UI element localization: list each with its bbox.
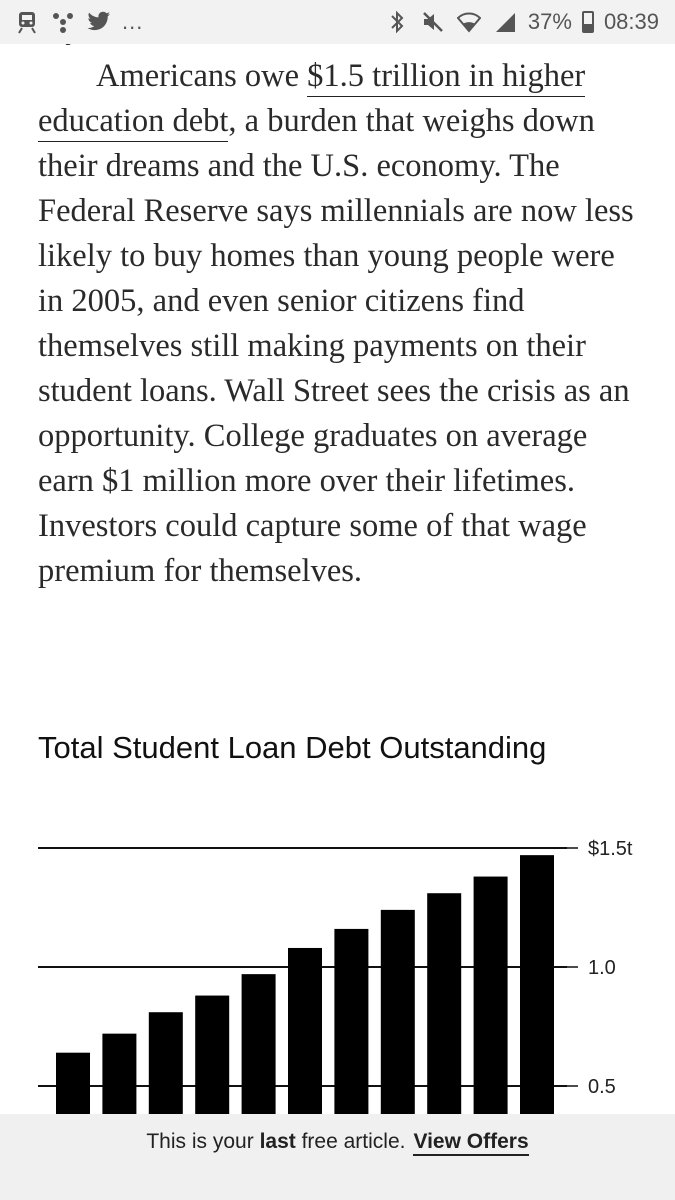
more-notifications: ...	[122, 9, 144, 34]
chart-bar	[427, 893, 462, 1130]
chart-bar	[148, 1012, 183, 1130]
chart-bar	[473, 876, 508, 1130]
chart-bar	[520, 855, 554, 1130]
debt-link[interactable]: $1.5 trillion in higher education debt	[38, 58, 586, 142]
article-paragraph: Americans owe $1.5 trillion in higher ed…	[38, 54, 648, 594]
status-right: 37% 08:39	[384, 9, 675, 35]
view-offers-link[interactable]: View Offers	[413, 1130, 529, 1156]
battery-icon	[581, 11, 594, 33]
clock: 08:39	[603, 9, 659, 34]
battery-percent: 37%	[527, 9, 572, 34]
paragraph-prefix: Americans owe	[96, 58, 308, 94]
chart-bar	[241, 974, 276, 1130]
twitter-icon	[86, 9, 112, 35]
mute-icon	[420, 9, 446, 35]
pinwheel-icon	[50, 9, 76, 35]
chart-bar	[195, 995, 230, 1130]
y-tick-label: $1.5t	[588, 838, 633, 860]
chart-bar	[102, 1033, 137, 1130]
student-debt-chart: $1.5t 1.0 0.5	[38, 838, 633, 1130]
train-icon	[14, 9, 40, 35]
y-tick-label: 1.0	[588, 957, 616, 979]
chart-bar	[380, 909, 415, 1130]
y-tick-label: 0.5	[588, 1076, 616, 1098]
signal-icon	[492, 9, 518, 35]
paragraph-text: , a burden that weighs down their dreams…	[38, 103, 634, 589]
article-body: says Wrobiewski. Americans owe $1.5 tril…	[38, 30, 648, 594]
status-left: ...	[0, 9, 143, 35]
paywall-emphasis: last	[259, 1130, 296, 1153]
paywall-prefix: This is your	[146, 1130, 260, 1153]
bluetooth-icon	[384, 9, 410, 35]
wifi-icon	[456, 9, 482, 35]
chart-bar	[288, 947, 322, 1130]
chart-title: Total Student Loan Debt Outstanding	[38, 730, 547, 765]
paywall-banner: This is your last free article. View Offe…	[0, 1114, 675, 1200]
paywall-suffix: free article.	[295, 1130, 406, 1153]
status-bar: ... 37% 08:39	[0, 0, 675, 44]
chart-bar	[334, 928, 369, 1130]
battery-fill	[583, 24, 592, 31]
